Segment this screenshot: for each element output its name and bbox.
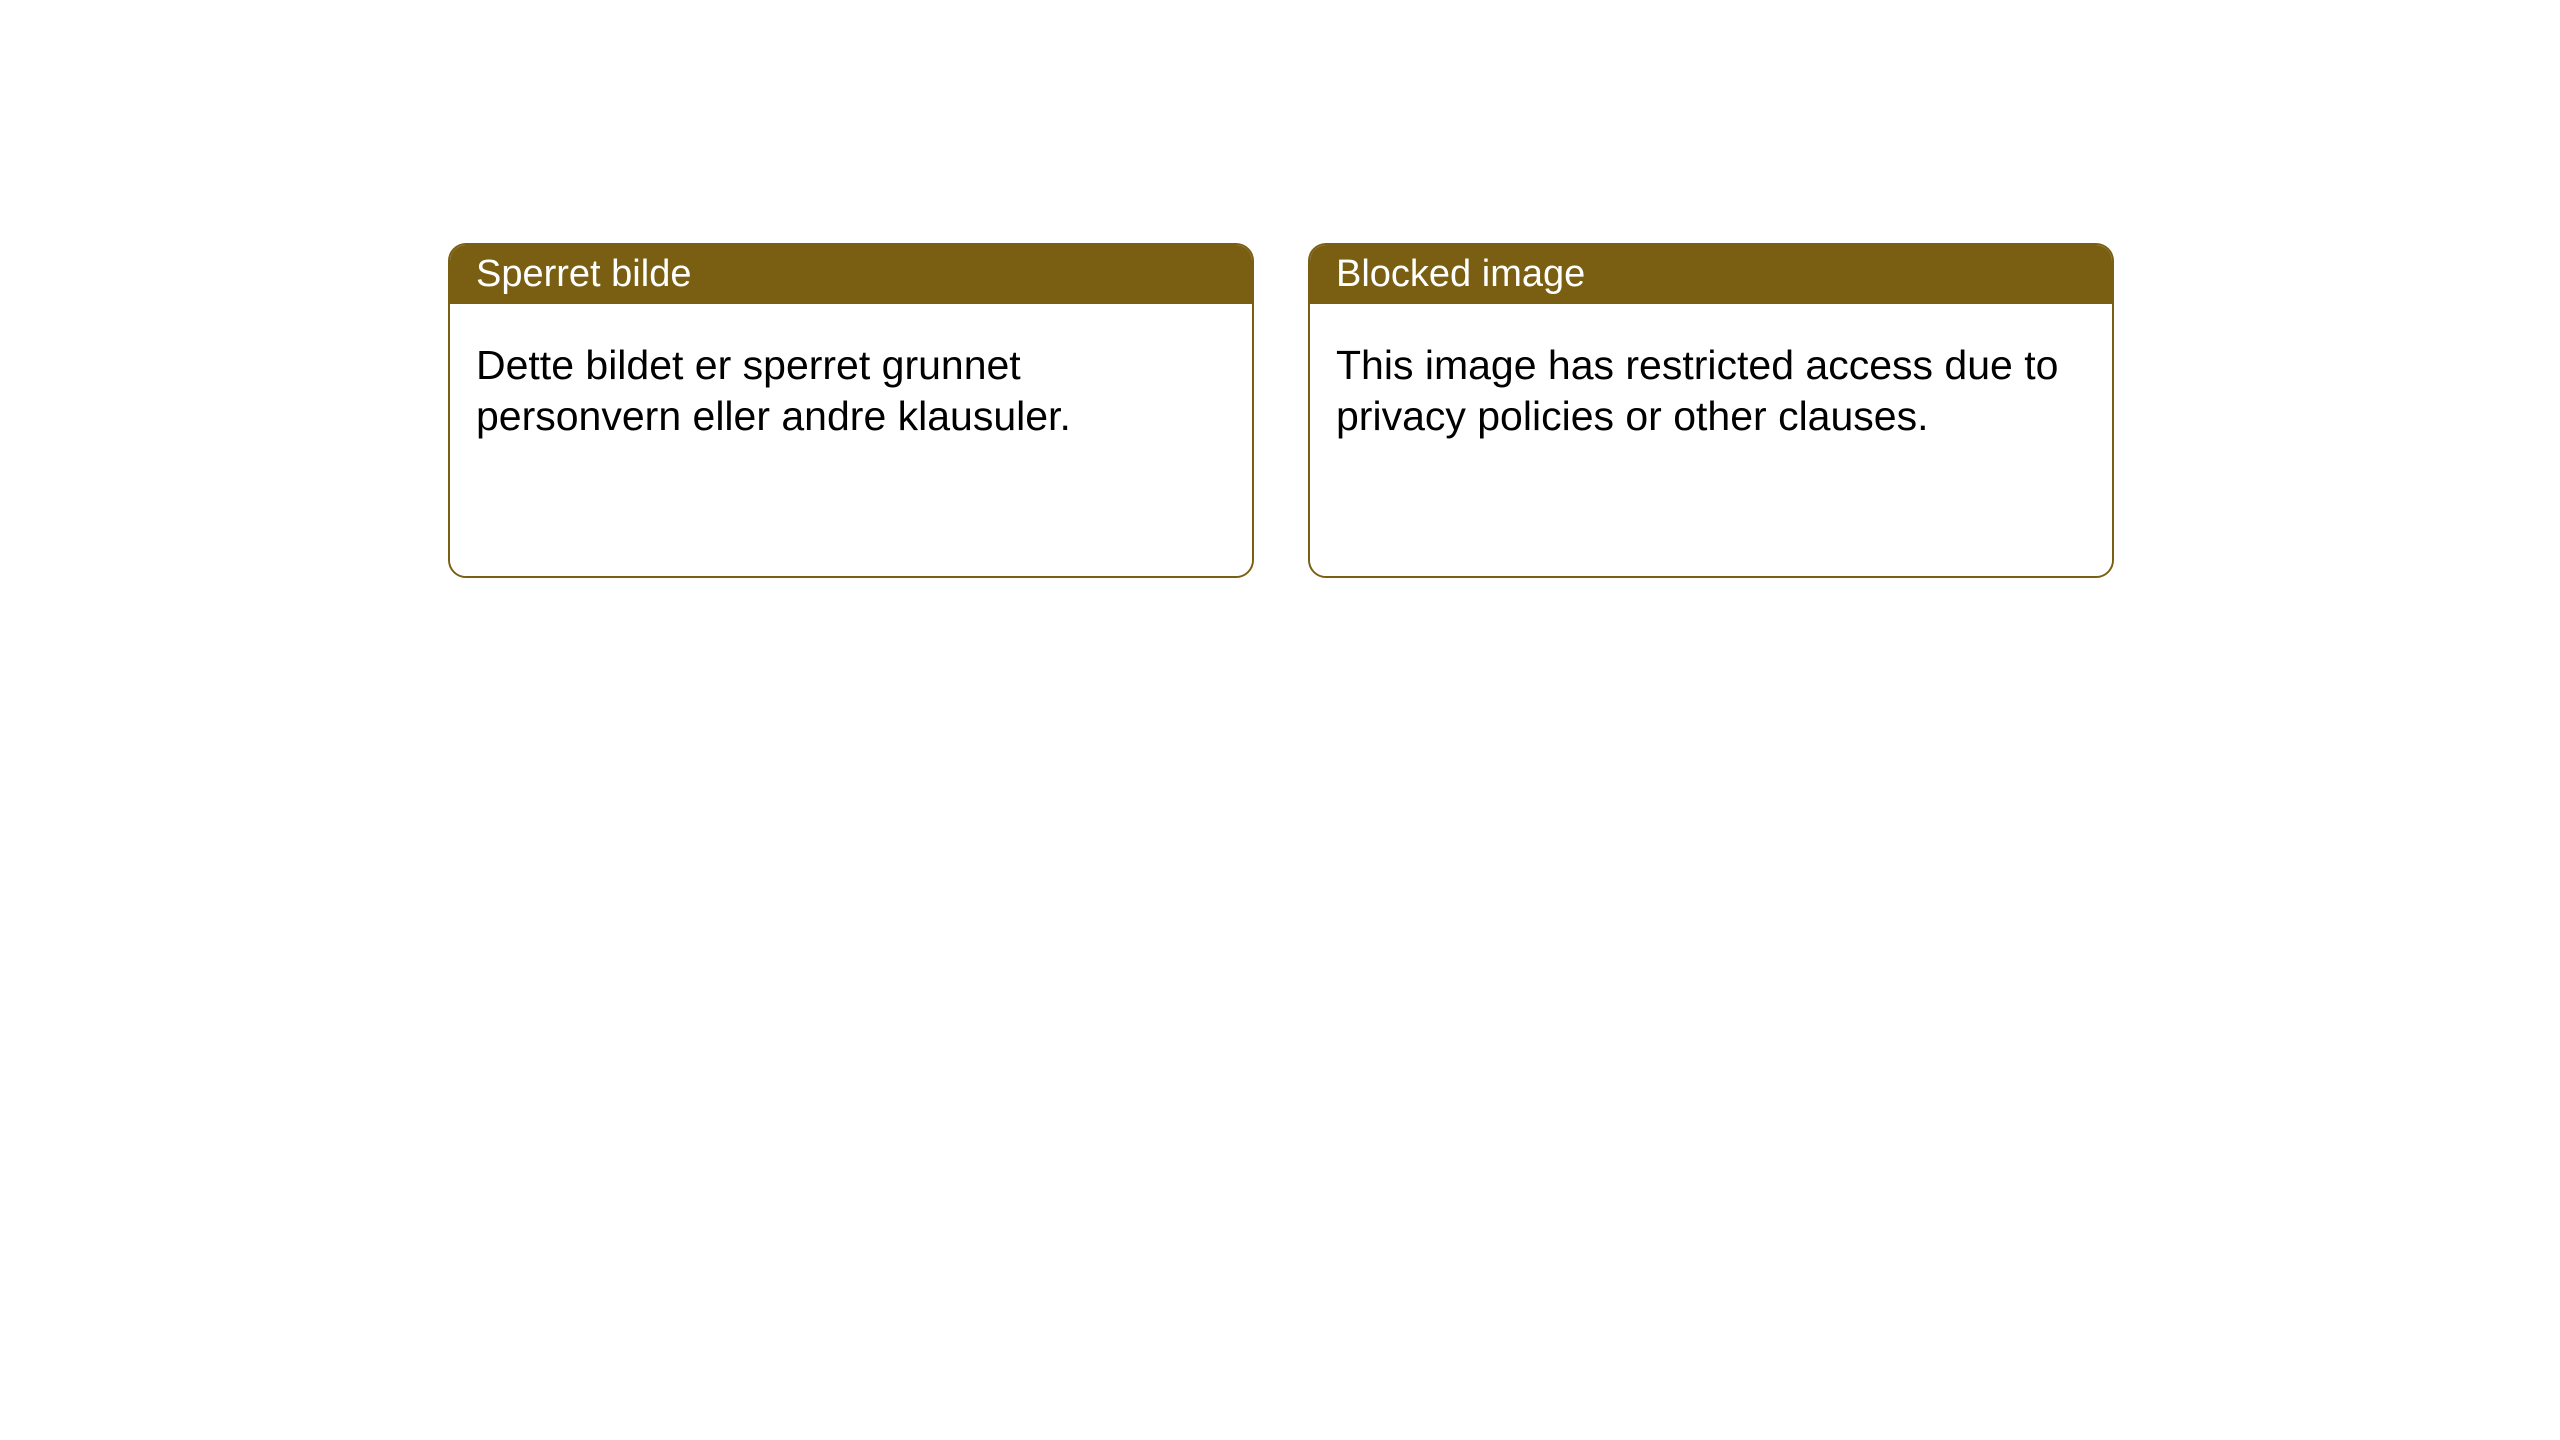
card-title: Blocked image	[1310, 245, 2112, 304]
card-body: This image has restricted access due to …	[1310, 304, 2112, 576]
blocked-image-card-english: Blocked image This image has restricted …	[1308, 243, 2114, 578]
blocked-image-card-norwegian: Sperret bilde Dette bildet er sperret gr…	[448, 243, 1254, 578]
card-title: Sperret bilde	[450, 245, 1252, 304]
card-body-text: Dette bildet er sperret grunnet personve…	[476, 340, 1226, 443]
card-row: Sperret bilde Dette bildet er sperret gr…	[448, 243, 2114, 578]
card-body: Dette bildet er sperret grunnet personve…	[450, 304, 1252, 576]
card-body-text: This image has restricted access due to …	[1336, 340, 2086, 443]
